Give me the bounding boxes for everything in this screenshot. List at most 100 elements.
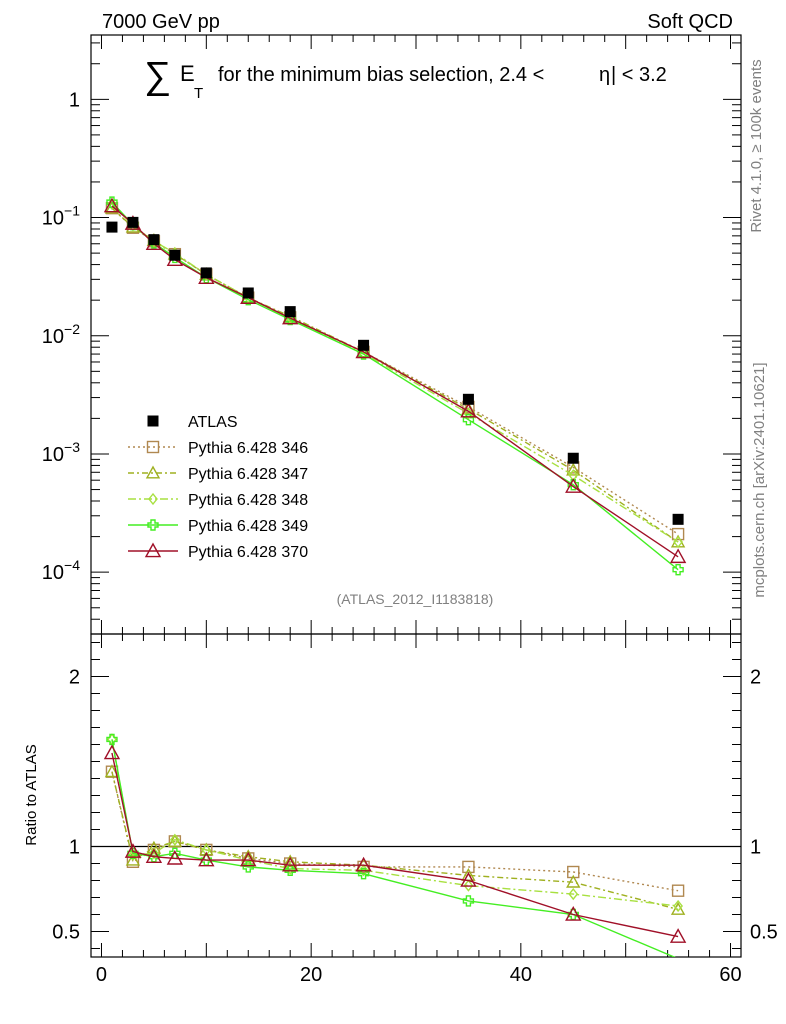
legend-entry: Pythia 6.428 346: [128, 440, 308, 457]
axes-layer: 0 20 40 60 1 10−1 10−2 10−3 10−4 0.5 0.5 1 1 2 2: [42, 35, 778, 986]
series-marker: [565, 478, 582, 493]
data-point: [462, 393, 474, 405]
series-marker: [462, 895, 475, 907]
series-marker: [669, 548, 687, 564]
series-marker: [670, 901, 686, 915]
series-marker: [463, 407, 474, 420]
header-right: Soft QCD: [647, 11, 733, 33]
series-marker: [357, 348, 370, 360]
data-point: [358, 339, 370, 351]
series-marker: [124, 843, 142, 858]
ratio-line: [111, 771, 679, 892]
legend-entry: Pythia 6.428 370: [128, 542, 308, 561]
series-main: [105, 201, 685, 541]
series-marker: [673, 535, 683, 549]
series-marker: [463, 879, 474, 892]
series-line: [111, 207, 679, 535]
series-marker: [566, 462, 581, 476]
title-end: | < 3.2: [611, 64, 667, 86]
x-tick-label: 20: [300, 964, 322, 986]
ratio-tick-label: 0.5: [52, 922, 80, 944]
series-marker: [283, 854, 298, 868]
data-point: [127, 216, 139, 228]
series-ratio: [105, 765, 685, 897]
series-marker: [104, 764, 120, 778]
title-sum: ∑: [144, 55, 171, 97]
ratio-line: [111, 739, 676, 957]
ratio-tick-label: 0.5: [750, 922, 778, 944]
series-marker: [103, 744, 121, 760]
series-marker: [103, 197, 121, 213]
series-marker: [284, 313, 296, 326]
data-point: [672, 513, 684, 525]
x-tick-label: 60: [719, 964, 741, 986]
series-marker: [673, 899, 683, 913]
y-tick-label: 10−3: [42, 439, 80, 466]
title-rest: for the minimum bias selection, 2.4 <: [218, 64, 544, 86]
data-point: [567, 452, 579, 464]
series-marker: [166, 849, 184, 865]
legend-entry: Pythia 6.428 348: [128, 492, 308, 509]
series-marker: [146, 440, 160, 454]
legend-label: Pythia 6.428 349: [188, 518, 308, 535]
series-marker: [462, 413, 475, 426]
ratio-line: [111, 752, 679, 938]
legend-label: ATLAS: [188, 414, 238, 431]
series-marker: [107, 197, 117, 211]
ratio-ylabel: Ratio to ATLAS: [23, 744, 40, 845]
series-marker: [669, 928, 687, 943]
series-marker: [282, 309, 299, 325]
series-marker: [198, 851, 215, 867]
series-marker: [566, 874, 581, 888]
legend-label: Pythia 6.428 347: [188, 466, 308, 483]
legend-entry-atlas: ATLAS: [147, 414, 238, 431]
title-eta: η: [599, 64, 610, 86]
series-marker: [145, 848, 163, 863]
series-marker: [460, 402, 477, 418]
legend-entry: Pythia 6.428 347: [128, 465, 308, 483]
ratio-tick-label: 1: [69, 837, 80, 859]
x-tick-label: 40: [510, 964, 532, 986]
title-E: E: [180, 61, 195, 86]
series-marker: [355, 343, 372, 359]
series-marker: [240, 851, 257, 867]
atlas-data: [106, 216, 684, 525]
series-marker: [145, 465, 161, 479]
data-point: [242, 287, 254, 299]
header-left: 7000 GeV pp: [102, 11, 220, 33]
series-ratio: [103, 744, 687, 943]
series-line: [111, 201, 679, 571]
y-tick-label: 10−2: [42, 321, 80, 348]
rivet-label: Rivet 4.1.0, ≥ 100k events: [748, 59, 765, 232]
series-marker: [125, 852, 141, 866]
series-marker: [144, 542, 162, 558]
series-ratio: [107, 733, 683, 913]
data-point: [200, 267, 212, 279]
data-point: [169, 249, 181, 261]
y-tick-label: 10−1: [42, 203, 80, 230]
legend-label: Pythia 6.428 370: [188, 544, 308, 561]
series-marker: [169, 833, 180, 846]
y-tick-label: 10−4: [42, 557, 80, 584]
series-ratio: [104, 764, 686, 915]
ratio-line: [111, 739, 679, 907]
legend: ATLAS Pythia 6.428 346 Pythia 6.428 347 Pyt…: [128, 414, 308, 561]
series-marker: [672, 563, 684, 576]
mcplots-label: mcplots.cern.ch [arXiv:2401.10621]: [751, 362, 768, 597]
series-marker: [355, 856, 372, 872]
legend-label: Pythia 6.428 346: [188, 440, 308, 457]
series-marker: [106, 733, 118, 746]
series-marker: [242, 861, 254, 873]
series-marker: [127, 847, 139, 859]
ratio-line: [111, 771, 679, 911]
ratio-tick-label: 2: [69, 667, 80, 689]
legend-entry: Pythia 6.428 349: [128, 518, 308, 535]
series-marker: [146, 840, 162, 854]
legend-label: Pythia 6.428 348: [188, 492, 308, 509]
series-marker: [568, 887, 579, 901]
series-marker: [357, 868, 370, 880]
series-marker: [460, 872, 477, 887]
series-marker: [282, 856, 299, 872]
data-point: [106, 221, 118, 233]
